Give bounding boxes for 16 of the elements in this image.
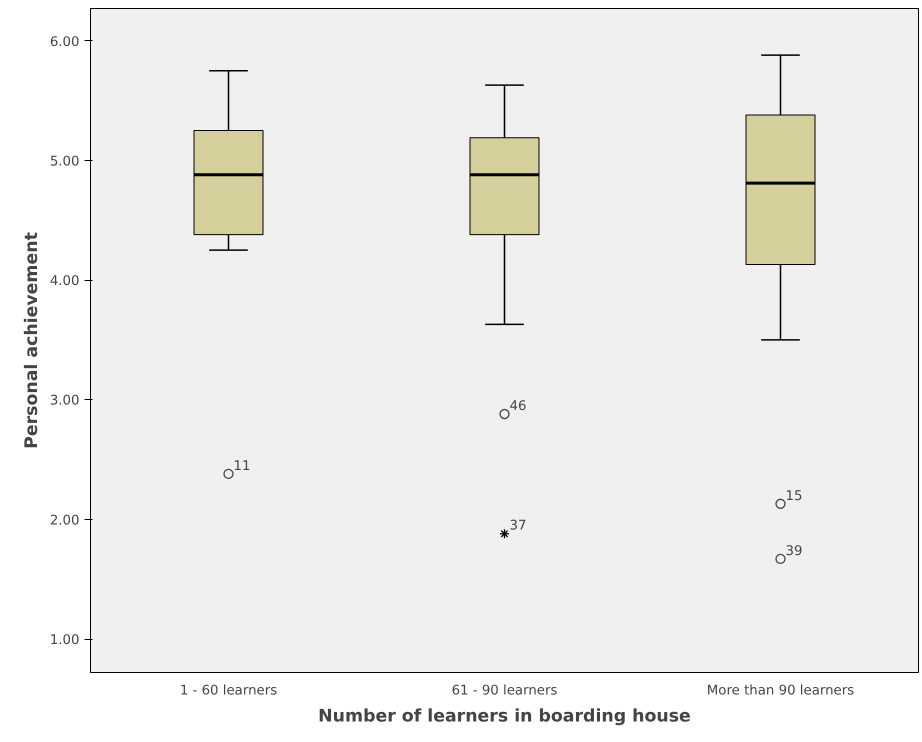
y-tick-label: 3.00 bbox=[50, 394, 80, 409]
annotation: 46 bbox=[510, 399, 526, 414]
y-tick-label: 5.00 bbox=[50, 154, 80, 170]
y-tick-label: 2.00 bbox=[50, 513, 80, 528]
x-tick-label: More than 90 learners bbox=[706, 684, 854, 698]
x-axis-title: Number of learners in boarding house bbox=[318, 706, 691, 726]
annotation: 37 bbox=[510, 518, 526, 534]
y-axis-title: Personal achievement bbox=[22, 232, 42, 449]
y-tick-label: 1.00 bbox=[50, 633, 80, 648]
x-tick-label: 61 - 90 learners bbox=[452, 684, 558, 698]
annotation: 11 bbox=[234, 458, 250, 474]
annotation: 15 bbox=[786, 488, 802, 504]
y-tick-label: 4.00 bbox=[50, 274, 80, 290]
x-tick-label: 1 - 60 learners bbox=[180, 684, 278, 698]
annotation: 39 bbox=[786, 544, 802, 559]
y-tick-label: 6.00 bbox=[50, 34, 80, 50]
